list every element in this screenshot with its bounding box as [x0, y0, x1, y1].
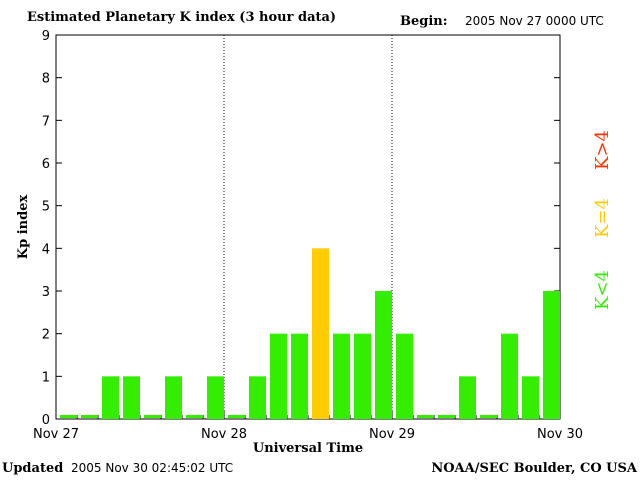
kp-bar	[438, 415, 455, 418]
x-tick-label: Nov 30	[537, 427, 583, 442]
x-tick-label: Nov 29	[369, 427, 415, 442]
updated-label: Updated	[2, 461, 64, 476]
updated-value: 2005 Nov 30 02:45:02 UTC	[71, 461, 234, 475]
kp-bar	[312, 248, 329, 419]
y-tick-label: 3	[42, 285, 50, 300]
begin-label: Begin:	[400, 14, 448, 29]
y-tick-label: 9	[42, 29, 50, 44]
kp-bar	[522, 376, 539, 419]
legend-label: K=4	[592, 198, 613, 238]
y-tick-label: 4	[42, 242, 50, 257]
y-axis-title: Kp index	[16, 195, 31, 260]
kp-bar	[375, 291, 392, 419]
x-axis-title: Universal Time	[253, 441, 363, 456]
begin-value: 2005 Nov 27 0000 UTC	[465, 14, 604, 28]
y-tick-label: 0	[42, 413, 50, 428]
kp-bar	[270, 333, 287, 419]
kp-bar	[144, 415, 161, 418]
kp-bar	[186, 415, 203, 418]
y-tick-label: 7	[42, 114, 50, 129]
x-tick-label: Nov 27	[33, 427, 79, 442]
kp-bar	[102, 376, 119, 419]
kp-bar	[333, 333, 350, 419]
y-tick-label: 1	[42, 370, 50, 385]
legend-label: K>4	[592, 130, 613, 170]
data-source: NOAA/SEC Boulder, CO USA	[431, 461, 637, 476]
y-tick-label: 6	[42, 157, 50, 172]
kp-bar	[123, 376, 140, 419]
kp-bar	[60, 415, 77, 418]
y-tick-label: 5	[42, 200, 50, 215]
kp-bar	[207, 376, 224, 419]
x-tick-label: Nov 28	[201, 427, 247, 442]
kp-bar	[480, 415, 497, 418]
kp-bar	[165, 376, 182, 419]
kp-bar	[291, 333, 308, 419]
kp-bar	[501, 333, 518, 419]
kp-bar	[417, 415, 434, 418]
kp-bar	[249, 376, 266, 419]
kp-bar	[81, 415, 98, 418]
kp-bar	[543, 291, 560, 419]
kp-bar	[354, 333, 371, 419]
y-tick-label: 2	[42, 328, 50, 343]
kp-bar	[228, 415, 245, 418]
y-tick-label: 8	[42, 72, 50, 87]
chart-title: Estimated Planetary K index (3 hour data…	[27, 10, 337, 25]
legend-label: K<4	[592, 270, 613, 310]
kp-bar	[396, 333, 413, 419]
kp-bar	[459, 376, 476, 419]
